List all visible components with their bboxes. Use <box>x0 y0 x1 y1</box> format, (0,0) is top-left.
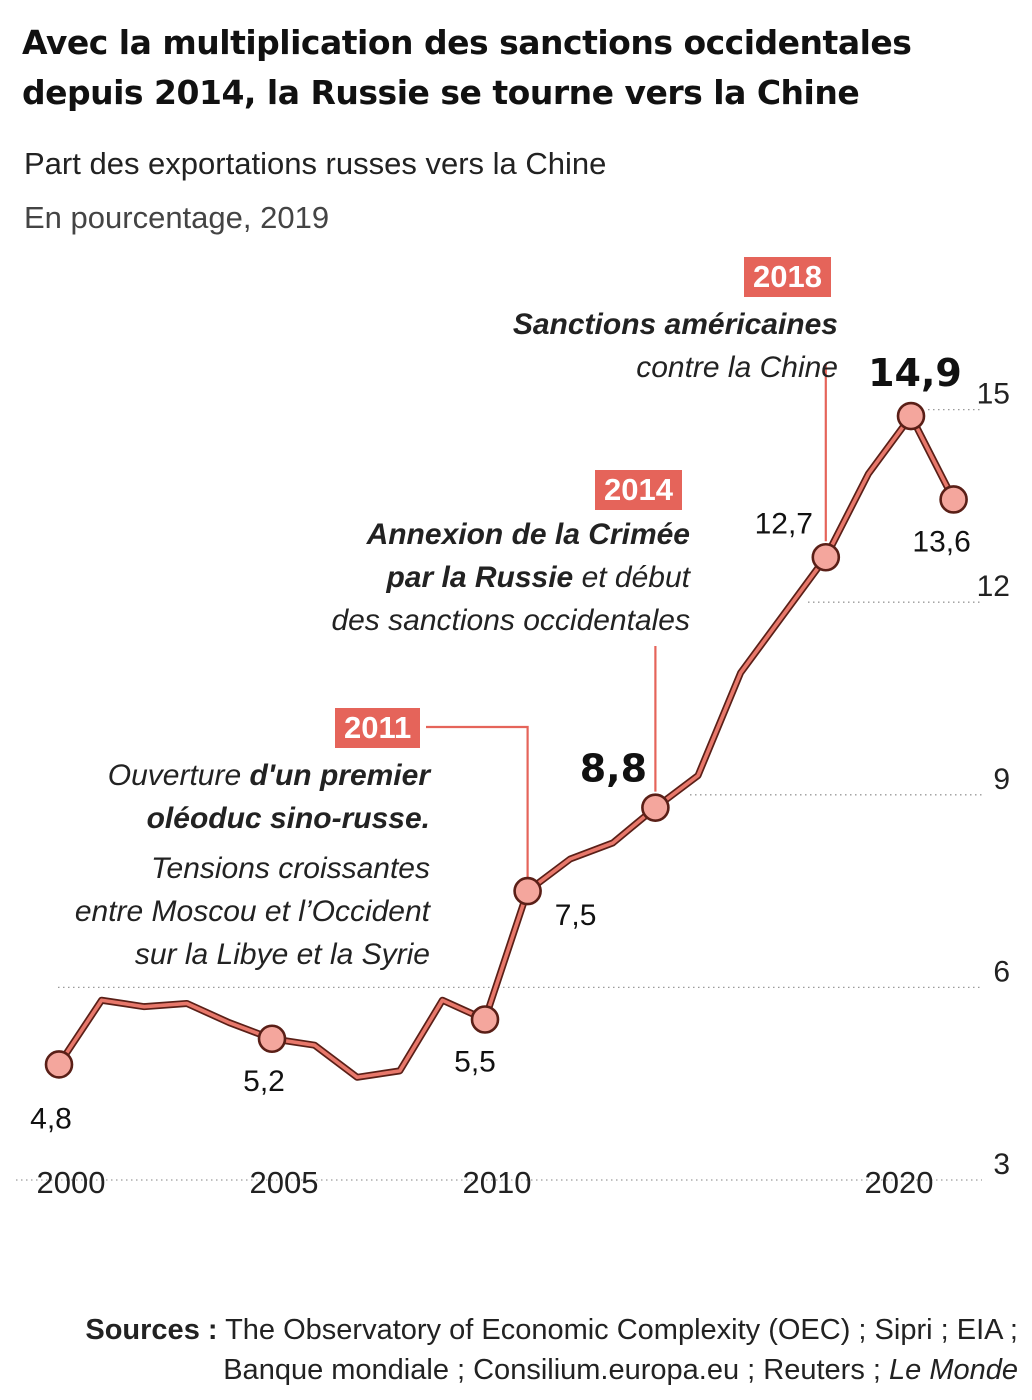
data-point <box>44 1050 74 1079</box>
data-label: 4,8 <box>30 1102 72 1135</box>
annotation-2011-line3: Tensions croissantes <box>150 852 430 885</box>
y-tick-label: 12 <box>977 570 1010 603</box>
data-point <box>513 876 542 906</box>
data-point <box>811 542 841 572</box>
annotation-2014-bold1: Annexion de la Crimée <box>366 518 690 551</box>
annotation-2011-line4: entre Moscou et l’Occident <box>74 895 430 928</box>
series-line <box>57 414 956 1080</box>
annotation-2011-line5: sur la Libye et la Syrie <box>134 938 430 971</box>
chart-grid <box>16 408 982 1181</box>
y-tick-label: 6 <box>993 955 1010 988</box>
x-tick-label: 2005 <box>250 1165 319 1200</box>
annotation-2018-bold: Sanctions américaines <box>512 308 838 341</box>
chart-ticks: 3 6 9 12 15 2000 2005 2010 2020 <box>37 378 1010 1200</box>
annotation-2011-normal1: Ouverture <box>107 759 250 792</box>
data-label: 14,9 <box>868 351 962 395</box>
annotation-2018-rest: contre la Chine <box>636 351 838 384</box>
data-point <box>896 401 926 431</box>
data-point <box>470 1005 500 1034</box>
annotation-2011-details: Tensions croissantes entre Moscou et l’O… <box>75 847 430 976</box>
data-label: 5,2 <box>243 1065 285 1098</box>
annotation-2011-text: Ouverture d'un premier oléoduc sino-russ… <box>108 754 430 840</box>
chart-markers <box>44 401 968 1079</box>
x-tick-label: 2010 <box>463 1165 532 1200</box>
y-tick-label: 15 <box>977 378 1010 411</box>
annotation-2011-year: 2011 <box>335 708 421 748</box>
annotation-2014-year: 2014 <box>595 470 682 510</box>
leader-2011 <box>426 725 529 878</box>
sources-line2-italic: Le Monde <box>889 1354 1018 1386</box>
data-point <box>939 485 968 514</box>
y-tick-label: 3 <box>993 1148 1010 1181</box>
chart-subtitle: Part des exportations russes vers la Chi… <box>24 146 607 181</box>
data-point <box>641 793 670 822</box>
annotation-2011-bold1: d'un premier <box>249 759 431 792</box>
annotation-2018-text: Sanctions américaines contre la Chine <box>513 303 838 389</box>
y-tick-label: 9 <box>993 763 1010 796</box>
data-label: 12,7 <box>755 507 813 540</box>
annotation-leaders <box>426 364 827 878</box>
sources: Sources : The Observatory of Economic Co… <box>85 1310 1018 1390</box>
sources-label: Sources : <box>85 1314 218 1346</box>
data-label: 5,5 <box>454 1046 496 1079</box>
annotation-2014-text: Annexion de la Crimée par la Russie et d… <box>331 513 690 642</box>
data-label: 8,8 <box>580 747 647 791</box>
annotation-2014-rest3: des sanctions occidentales <box>331 604 690 637</box>
chart-title: Avec la multiplication des sanctions occ… <box>22 23 912 112</box>
x-tick-label: 2020 <box>865 1165 934 1200</box>
data-point <box>257 1024 287 1054</box>
chart-series <box>55 412 958 1081</box>
x-tick-label: 2000 <box>37 1165 106 1200</box>
annotation-2014-bold2: par la Russie <box>386 561 574 594</box>
sources-line2: Banque mondiale ; Consilium.europa.eu ; … <box>223 1354 889 1386</box>
annotation-2018-year: 2018 <box>744 257 831 297</box>
annotation-2014-rest2: et début <box>573 561 690 594</box>
data-label: 13,6 <box>912 525 970 558</box>
chart-unit: En pourcentage, 2019 <box>24 200 330 235</box>
annotation-2011-bold2: oléoduc sino-russe. <box>146 802 430 835</box>
chart-labels: 4,8 5,2 5,5 7,5 8,8 12,7 14,9 13,6 <box>30 351 971 1135</box>
data-label: 7,5 <box>555 899 597 932</box>
sources-line1: The Observatory of Economic Complexity (… <box>217 1314 1018 1346</box>
